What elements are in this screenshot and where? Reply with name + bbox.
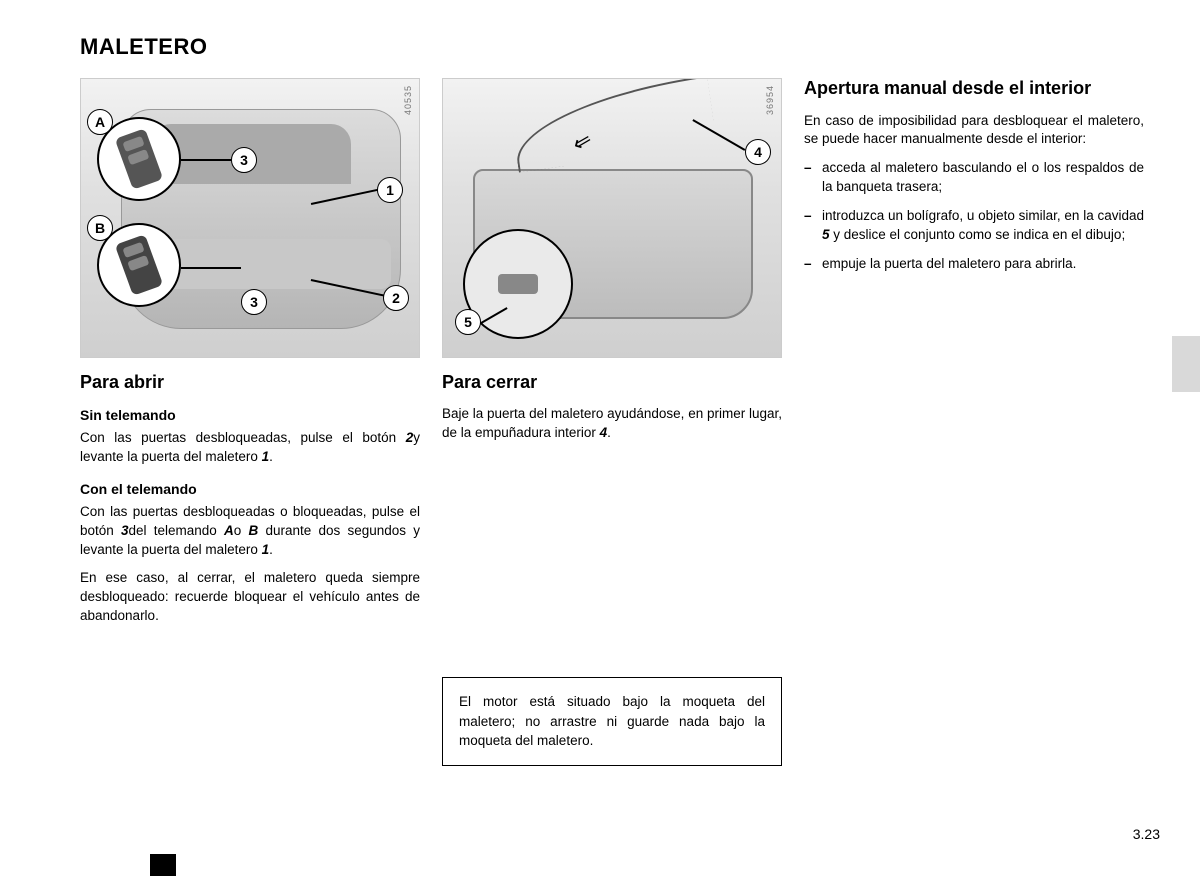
txt: del telemando	[129, 523, 225, 538]
list-item: acceda al maletero basculando el o los r…	[804, 159, 1144, 197]
heading-with-remote: Con el telemando	[80, 481, 420, 497]
ref-5: 5	[822, 227, 830, 242]
side-tab	[1172, 336, 1200, 392]
callout-A: A	[87, 109, 113, 135]
footer-mark	[150, 854, 176, 876]
para-close: Baje la puerta del maletero ayudándose, …	[442, 405, 782, 443]
para-remote-note: En ese caso, al cerrar, el maletero qued…	[80, 569, 420, 626]
txt: introduzca un bolígrafo, u objeto simila…	[822, 208, 1144, 223]
manual-steps-list: acceda al maletero basculando el o los r…	[804, 159, 1144, 273]
callout-2: 2	[383, 285, 409, 311]
callout-B: B	[87, 215, 113, 241]
column-3: Apertura manual desde el interior En cas…	[804, 78, 1144, 838]
ref-1b: 1	[262, 542, 270, 557]
heading-close: Para cerrar	[442, 372, 782, 393]
leader-3a	[181, 159, 231, 161]
figure-2-ref: 36954	[765, 85, 775, 115]
page-number: 3.23	[1133, 826, 1160, 842]
column-2: 36954 ⇐ 4 5 Para cerrar Baje la puerta d…	[442, 78, 782, 838]
content-columns: 40535 A B 3 3 1 2	[80, 78, 1162, 838]
ref-4: 4	[600, 425, 608, 440]
para-no-remote: Con las puertas desbloqueadas, pulse el …	[80, 429, 420, 467]
callout-1: 1	[377, 177, 403, 203]
ref-1: 1	[262, 449, 270, 464]
ref-A: A	[224, 523, 234, 538]
remote-a-icon	[115, 128, 164, 190]
heading-open: Para abrir	[80, 372, 420, 393]
callout-3b: 3	[241, 289, 267, 315]
heading-manual: Apertura manual desde el interior	[804, 78, 1144, 100]
list-item: introduzca un bolígrafo, u objeto simila…	[804, 207, 1144, 245]
txt: y deslice el conjunto como se indica en …	[830, 227, 1126, 242]
para-with-remote: Con las puertas desbloqueadas o bloquead…	[80, 503, 420, 560]
trunk-lid	[509, 78, 717, 173]
ref-B: B	[249, 523, 259, 538]
callout-3a: 3	[231, 147, 257, 173]
warning-note: El motor está situado bajo la moqueta de…	[442, 677, 782, 766]
txt: o	[234, 523, 249, 538]
figure-2: 36954 ⇐ 4 5	[442, 78, 782, 358]
figure-1-ref: 40535	[403, 85, 413, 115]
remote-b-icon	[115, 234, 164, 296]
column-1: 40535 A B 3 3 1 2	[80, 78, 420, 838]
leader-3b	[181, 267, 241, 269]
latch-icon	[498, 274, 538, 294]
page-title: MALETERO	[80, 34, 1162, 60]
figure-1: 40535 A B 3 3 1 2	[80, 78, 420, 358]
para-manual-intro: En caso de imposibilidad para desbloquea…	[804, 112, 1144, 150]
ref-3: 3	[121, 523, 129, 538]
page: MALETERO 40535 A B 3 3	[0, 0, 1200, 838]
txt: Con las puertas desbloqueadas, pulse el …	[80, 430, 406, 445]
txt: Baje la puerta del maletero ayudándose, …	[442, 406, 782, 440]
heading-no-remote: Sin telemando	[80, 407, 420, 423]
list-item: empuje la puerta del maletero para abrir…	[804, 255, 1144, 274]
callout-4: 4	[745, 139, 771, 165]
callout-5: 5	[455, 309, 481, 335]
